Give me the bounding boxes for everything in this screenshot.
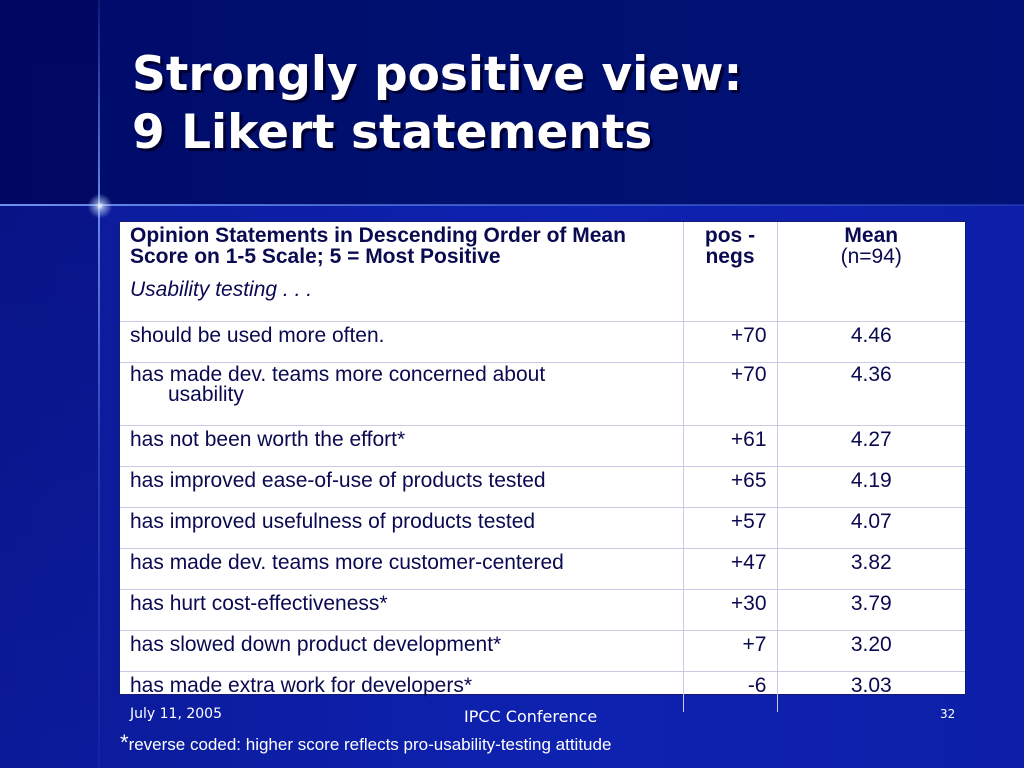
header-statements-label: Opinion Statements in Descending Order o… [130,224,626,268]
title-band-background [0,0,1024,205]
vertical-divider-line [98,0,100,768]
header-pos-negs: pos - negs [682,222,777,322]
mean-cell: 3.82 [776,548,965,590]
table-row: has not been worth the effort* +61 4.27 [120,425,965,467]
table-row: should be used more often. +70 4.46 [120,321,965,363]
statement-cell: has hurt cost-effectiveness* [120,589,683,631]
footnote-asterisk: * [120,730,129,755]
pos-negs-cell: +61 [682,425,777,467]
pos-negs-cell: +30 [682,589,777,631]
statement-cell: should be used more often. [120,321,683,363]
slide-title: Strongly positive view: 9 Likert stateme… [132,46,992,162]
mean-cell: 4.46 [776,321,965,363]
header-usability-testing: Usability testing . . . [130,278,313,301]
left-shade [0,0,100,768]
statement-cell: has slowed down product development* [120,630,683,672]
table-header-row: Opinion Statements in Descending Order o… [120,222,965,322]
table-row: has improved ease-of-use of products tes… [120,466,965,508]
header-mean-n: (n=94) [840,245,902,268]
statement-cell: has improved ease-of-use of products tes… [120,466,683,508]
pos-negs-cell: +65 [682,466,777,508]
mean-cell: 3.03 [776,671,965,712]
sparkle-icon [84,190,116,222]
footer-conference: IPCC Conference [464,707,598,726]
likert-table: Opinion Statements in Descending Order o… [119,221,966,712]
mean-cell: 4.27 [776,425,965,467]
statement-text: has made dev. teams more concerned about [130,363,546,386]
footnote-text: reverse coded: higher score reflects pro… [128,735,612,754]
pos-negs-cell: +70 [682,362,777,426]
mean-cell: 4.19 [776,466,965,508]
pos-negs-cell: +70 [682,321,777,363]
table-row: has slowed down product development* +7 … [120,630,965,672]
mean-cell: 4.07 [776,507,965,549]
title-line-2: 9 Likert statements [132,105,653,160]
table-row: has hurt cost-effectiveness* +30 3.79 [120,589,965,631]
table-row: has made dev. teams more concerned about… [120,362,965,426]
pos-negs-cell: +7 [682,630,777,672]
footer-date: July 11, 2005 [130,706,222,722]
table-row: has improved usefulness of products test… [120,507,965,549]
pos-negs-cell: -6 [682,671,777,712]
mean-cell: 4.36 [776,362,965,426]
header-mean: Mean (n=94) [776,222,965,322]
statement-cell: has improved usefulness of products test… [120,507,683,549]
statement-continuation: usability [168,383,244,406]
table-row: has made extra work for developers* -6 3… [120,671,965,712]
header-statements: Opinion Statements in Descending Order o… [120,222,683,322]
title-line-1: Strongly positive view: [132,47,743,102]
statement-cell: has made extra work for developers* [130,674,472,697]
statement-cell: has made dev. teams more customer-center… [120,548,683,590]
horizontal-divider-line [0,204,1024,206]
mean-cell: 3.79 [776,589,965,631]
slide-number: 32 [940,707,956,721]
pos-negs-cell: +47 [682,548,777,590]
header-mean-label: Mean [844,224,899,247]
footnote: *reverse coded: higher score reflects pr… [120,730,611,756]
pos-negs-cell: +57 [682,507,777,549]
mean-cell: 3.20 [776,630,965,672]
statement-cell: has not been worth the effort* [120,425,683,467]
table-row: has made dev. teams more customer-center… [120,548,965,590]
statement-cell: has made dev. teams more concerned about… [120,362,683,426]
